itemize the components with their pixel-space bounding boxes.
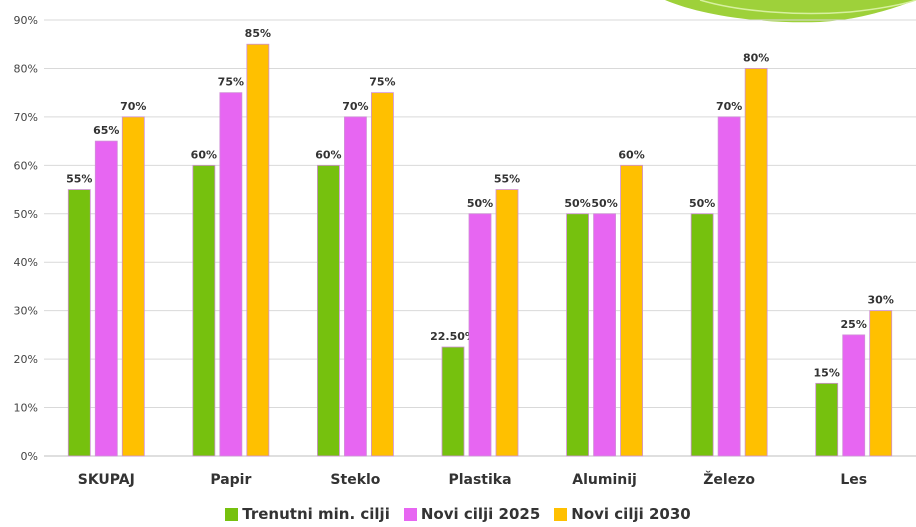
data-label: 60% xyxy=(315,148,341,161)
data-label: 80% xyxy=(743,51,769,64)
data-label: 85% xyxy=(245,27,271,40)
legend-label: Novi cilji 2025 xyxy=(420,505,541,523)
bar xyxy=(317,164,340,457)
x-tick-label: Železo xyxy=(703,471,755,488)
bar xyxy=(67,189,91,457)
data-label: 50% xyxy=(591,197,617,210)
data-label: 55% xyxy=(494,173,520,186)
legend-swatch xyxy=(225,507,239,521)
legend-item: Novi cilji 2025 xyxy=(403,505,541,523)
y-tick-label: 80% xyxy=(14,62,38,75)
bar xyxy=(842,334,866,457)
bar xyxy=(815,382,839,457)
bar xyxy=(219,92,243,457)
legend-item: Novi cilji 2030 xyxy=(554,505,691,523)
bar xyxy=(744,68,768,457)
data-label: 22.50% xyxy=(430,330,476,343)
bar xyxy=(717,116,741,457)
data-label: 55% xyxy=(66,173,92,186)
data-label: 70% xyxy=(716,100,742,113)
x-tick-label: SKUPAJ xyxy=(78,472,135,488)
bar xyxy=(593,213,616,457)
y-tick-label: 50% xyxy=(14,208,38,221)
bar xyxy=(620,164,643,457)
bar xyxy=(192,164,216,457)
y-tick-label: 40% xyxy=(14,256,38,269)
legend-label: Novi cilji 2030 xyxy=(571,505,691,523)
y-tick-label: 20% xyxy=(14,353,38,366)
data-label: 70% xyxy=(120,100,146,113)
bar xyxy=(441,346,465,457)
data-label: 30% xyxy=(868,294,894,307)
data-label: 50% xyxy=(689,197,715,210)
bar xyxy=(869,310,893,457)
x-tick-label: Plastika xyxy=(448,472,511,488)
y-tick-label: 70% xyxy=(14,111,38,124)
bar xyxy=(246,43,270,457)
bar xyxy=(371,92,394,457)
legend-label: Trenutni min. cilji xyxy=(242,505,390,523)
data-label: 15% xyxy=(814,366,840,379)
data-label: 65% xyxy=(93,124,119,137)
bar-chart: 0%10%20%30%40%50%60%70%80%90%55%65%70%SK… xyxy=(14,14,916,488)
bar xyxy=(495,189,519,457)
y-tick-label: 0% xyxy=(21,450,38,463)
bar xyxy=(566,213,589,457)
bar xyxy=(344,116,367,457)
x-tick-label: Aluminij xyxy=(572,472,637,488)
legend-swatch xyxy=(403,507,417,521)
y-tick-label: 60% xyxy=(14,159,38,172)
bar xyxy=(121,116,145,457)
data-label: 50% xyxy=(564,197,590,210)
data-label: 75% xyxy=(369,76,395,89)
bar xyxy=(468,213,492,457)
legend-item: Trenutni min. cilji xyxy=(225,505,390,523)
y-tick-label: 90% xyxy=(14,14,38,27)
x-tick-label: Les xyxy=(840,472,867,488)
bar xyxy=(690,213,714,457)
data-label: 60% xyxy=(191,148,217,161)
x-tick-label: Steklo xyxy=(330,472,380,488)
y-tick-label: 10% xyxy=(14,402,38,415)
data-label: 60% xyxy=(618,148,644,161)
y-tick-label: 30% xyxy=(14,305,38,318)
data-label: 50% xyxy=(467,197,493,210)
data-label: 25% xyxy=(841,318,867,331)
data-label: 70% xyxy=(342,100,368,113)
data-label: 75% xyxy=(218,76,244,89)
bar xyxy=(94,140,118,457)
x-tick-label: Papir xyxy=(210,472,251,488)
legend-swatch xyxy=(554,507,568,521)
legend: Trenutni min. cilji Novi cilji 2025 Novi… xyxy=(0,505,916,523)
